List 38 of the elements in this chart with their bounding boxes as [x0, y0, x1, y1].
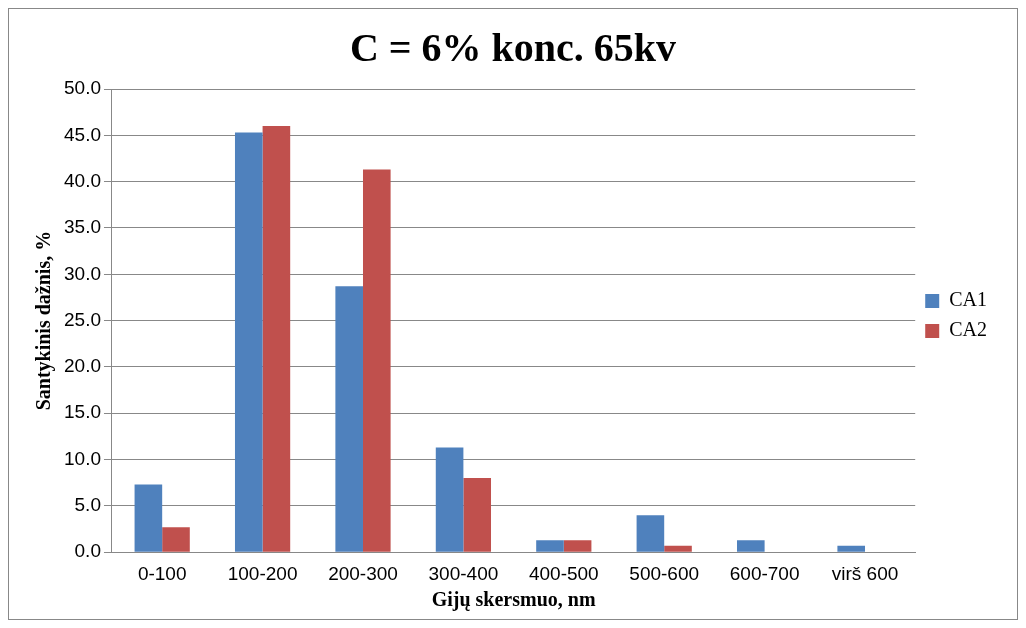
bar	[463, 478, 492, 552]
bar	[737, 540, 765, 552]
x-tick-label: 500-600	[629, 562, 700, 584]
y-tick-label: 40.0	[64, 169, 101, 191]
bar	[362, 169, 391, 552]
x-tick-label: 100-200	[227, 562, 298, 584]
x-tick-label: 600-700	[729, 562, 800, 584]
x-axis-title: Gijų skersmuo, nm	[431, 588, 596, 612]
y-tick-label: 45.0	[64, 123, 101, 145]
x-tick-label: 0-100	[137, 562, 187, 584]
bar	[134, 484, 163, 552]
y-axis-title: Santykinis dažnis, %	[32, 230, 56, 411]
bar	[335, 286, 363, 552]
bar	[636, 515, 665, 552]
y-tick-label: 25.0	[64, 308, 101, 330]
bar	[563, 540, 592, 552]
bar	[234, 132, 263, 552]
y-tick-label: 30.0	[64, 262, 101, 284]
x-tick-label: 400-500	[528, 562, 599, 584]
y-tick-label: 50.0	[64, 77, 101, 99]
bar	[435, 447, 464, 552]
y-tick-label: 35.0	[64, 216, 101, 238]
x-tick-label: 200-300	[328, 562, 398, 584]
bar	[664, 545, 692, 552]
y-tick-label: 0.0	[74, 540, 101, 562]
x-tick-label: 300-400	[428, 562, 499, 584]
legend-label: CA1	[949, 288, 988, 311]
y-tick-label: 20.0	[64, 355, 101, 377]
legend-label: CA2	[949, 318, 988, 341]
y-tick-label: 15.0	[64, 401, 101, 423]
bar	[837, 545, 866, 552]
y-tick-label: 10.0	[64, 447, 101, 469]
y-tick-label: 5.0	[74, 494, 101, 516]
bar	[536, 540, 564, 552]
chart-title: C = 6% konc. 65kv	[349, 25, 677, 71]
x-tick-label: virš 600	[831, 562, 899, 584]
bar	[162, 527, 190, 552]
bar	[262, 126, 291, 552]
